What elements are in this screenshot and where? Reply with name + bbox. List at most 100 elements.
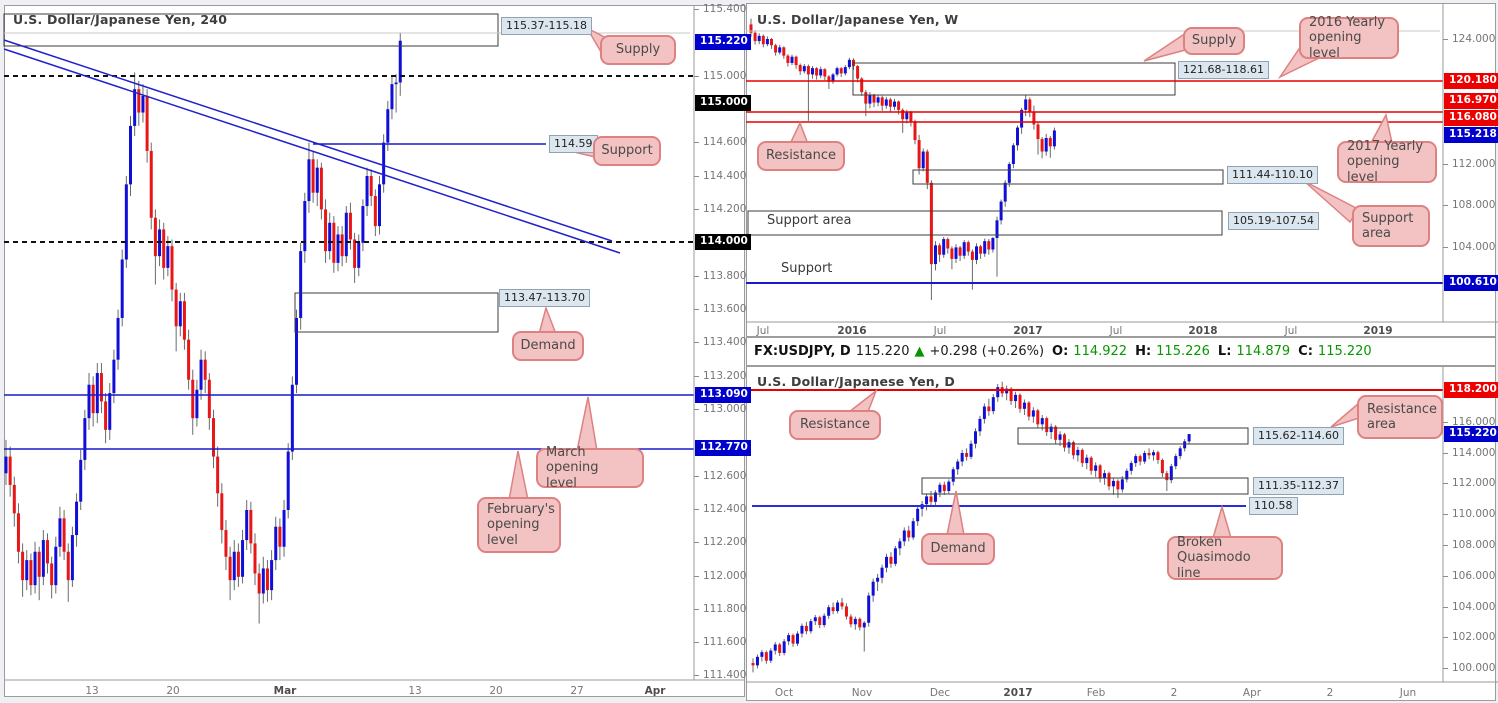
y-axis-tick: 114.000 [1443,447,1495,459]
x-axis-tick: 2018 [1188,325,1218,337]
high-label: H: [1135,344,1152,359]
y-axis-tick: 111.800 [694,603,746,615]
y-axis-tick: 115.400 [694,3,746,15]
annotation-callout[interactable]: Broken Quasimodo line [1167,535,1283,581]
price-label-chip[interactable]: 105.19-107.54 [1228,212,1319,230]
annotation-callout[interactable]: Resistance area [1357,395,1443,439]
price-label-chip[interactable]: 121.68-118.61 [1178,61,1269,79]
last-price: 115.220 [855,344,910,359]
price-badge-100-610: 100.610 [1444,275,1498,291]
x-axis-tick: Jul [1109,325,1123,337]
price-badge-115-220: 115.220 [695,34,751,50]
y-axis-tick: 111.600 [694,636,746,648]
x-axis-tick: 20 [489,685,503,697]
y-axis-tick: 114.200 [694,203,746,215]
x-axis-tick: Apr [1242,687,1262,699]
price-label-chip[interactable]: 114.59 [549,135,598,153]
price-change: +0.298 (+0.26%) [929,344,1045,359]
annotation-callout[interactable]: February's opening level [477,497,561,553]
price-badge-115-220: 115.220 [1444,426,1498,442]
chart-title-4h: U.S. Dollar/Japanese Yen, 240 [13,12,228,27]
x-axis-tick: 2016 [837,325,867,337]
y-axis-tick: 100.000 [1443,662,1495,674]
annotation-text: Support area [767,213,852,228]
annotation-callout[interactable]: March opening level [536,445,644,491]
y-axis-tick: 108.000 [1443,199,1495,211]
x-axis-tick: Jul [1284,325,1298,337]
annotation-callout[interactable]: Demand [512,331,584,361]
y-axis-tick: 112.400 [694,503,746,515]
y-axis-tick: 113.600 [694,303,746,315]
y-axis-tick: 112.000 [1443,477,1495,489]
x-axis-tick: 2 [1170,687,1178,699]
x-axis-tick: 2017 [1003,687,1033,699]
price-badge-116-080: 116.080 [1444,110,1498,126]
x-axis-tick: Feb [1086,687,1106,699]
y-axis-tick: 114.400 [694,170,746,182]
open-label: O: [1052,344,1069,359]
annotation-callout[interactable]: Resistance [757,141,845,171]
x-axis-tick: Nov [851,687,873,699]
y-axis-tick: 112.200 [694,536,746,548]
price-badge-120-180: 120.180 [1444,73,1498,89]
open-value: 114.922 [1073,344,1128,359]
symbol-label: FX:USDJPY, D [754,344,851,359]
x-axis-tick: Dec [929,687,951,699]
annotation-callout[interactable]: 2016 Yearly opening level [1299,15,1399,61]
y-axis-tick: 116.000 [1443,416,1495,428]
y-axis-tick: 112.000 [1443,158,1495,170]
price-badge-113-090: 113.090 [695,387,751,403]
x-axis-tick: 2019 [1363,325,1393,337]
y-axis-tick: 110.000 [1443,508,1495,520]
y-axis-tick: 104.000 [1443,241,1495,253]
price-label-chip[interactable]: 111.44-110.10 [1227,166,1318,184]
y-axis-tick: 124.000 [1443,33,1495,45]
quote-info-bar: FX:USDJPY, D 115.220 ▲ +0.298 (+0.26%) O… [746,337,1496,366]
x-axis-tick: Jul [756,325,770,337]
y-axis-tick: 102.000 [1443,631,1495,643]
low-label: L: [1217,344,1232,359]
price-label-chip[interactable]: 115.37-115.18 [501,17,592,35]
x-axis-tick: 13 [85,685,99,697]
price-badge-112-770: 112.770 [695,440,751,456]
annotation-callout[interactable]: Support [593,136,661,166]
price-label-chip[interactable]: 115.62-114.60 [1253,427,1344,445]
close-label: C: [1298,344,1313,359]
x-axis-tick: Mar [273,685,297,697]
price-badge-114-000: 114.000 [695,234,751,250]
x-axis-tick: Jul [933,325,947,337]
chart-title-weekly: U.S. Dollar/Japanese Yen, W [757,12,959,27]
annotation-callout[interactable]: Supply [1183,27,1245,55]
y-axis-tick: 115.000 [694,70,746,82]
x-axis-tick: 2 [1326,687,1334,699]
y-axis-tick: 113.800 [694,270,746,282]
low-value: 114.879 [1236,344,1291,359]
price-badge-115-218: 115.218 [1444,127,1498,143]
high-value: 115.226 [1156,344,1210,359]
y-axis-tick: 112.600 [694,470,746,482]
x-axis-tick: 13 [408,685,422,697]
annotation-text: Support [781,261,833,276]
x-axis-tick: Oct [774,687,794,699]
y-axis-tick: 108.000 [1443,539,1495,551]
close-value: 115.220 [1317,344,1372,359]
y-axis-tick: 112.000 [694,570,746,582]
y-axis-tick: 111.400 [694,669,746,681]
x-axis-tick: 20 [166,685,180,697]
x-axis-tick: Apr [644,685,666,697]
annotation-callout[interactable]: Support area [1352,205,1430,247]
price-label-chip[interactable]: 110.58 [1249,497,1298,515]
annotation-callout[interactable]: Demand [921,533,995,565]
x-axis-tick: 27 [570,685,584,697]
y-axis-tick: 113.000 [694,403,746,415]
y-axis-tick: 113.400 [694,336,746,348]
annotation-callout[interactable]: 2017 Yearly opening level [1337,139,1437,185]
annotation-callout[interactable]: Supply [600,35,676,65]
y-axis-tick: 104.000 [1443,601,1495,613]
price-badge-115-000: 115.000 [695,95,751,111]
price-label-chip[interactable]: 113.47-113.70 [499,289,590,307]
annotation-callout[interactable]: Resistance [789,410,881,440]
price-badge-116-970: 116.970 [1444,93,1498,109]
price-label-chip[interactable]: 111.35-112.37 [1253,477,1344,495]
